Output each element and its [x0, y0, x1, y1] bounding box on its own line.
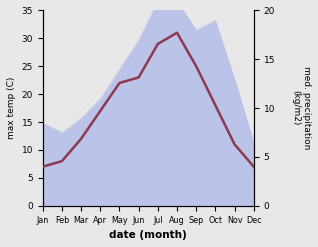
Y-axis label: max temp (C): max temp (C)	[7, 77, 16, 139]
Y-axis label: med. precipitation
(kg/m2): med. precipitation (kg/m2)	[292, 66, 311, 150]
X-axis label: date (month): date (month)	[109, 230, 187, 240]
